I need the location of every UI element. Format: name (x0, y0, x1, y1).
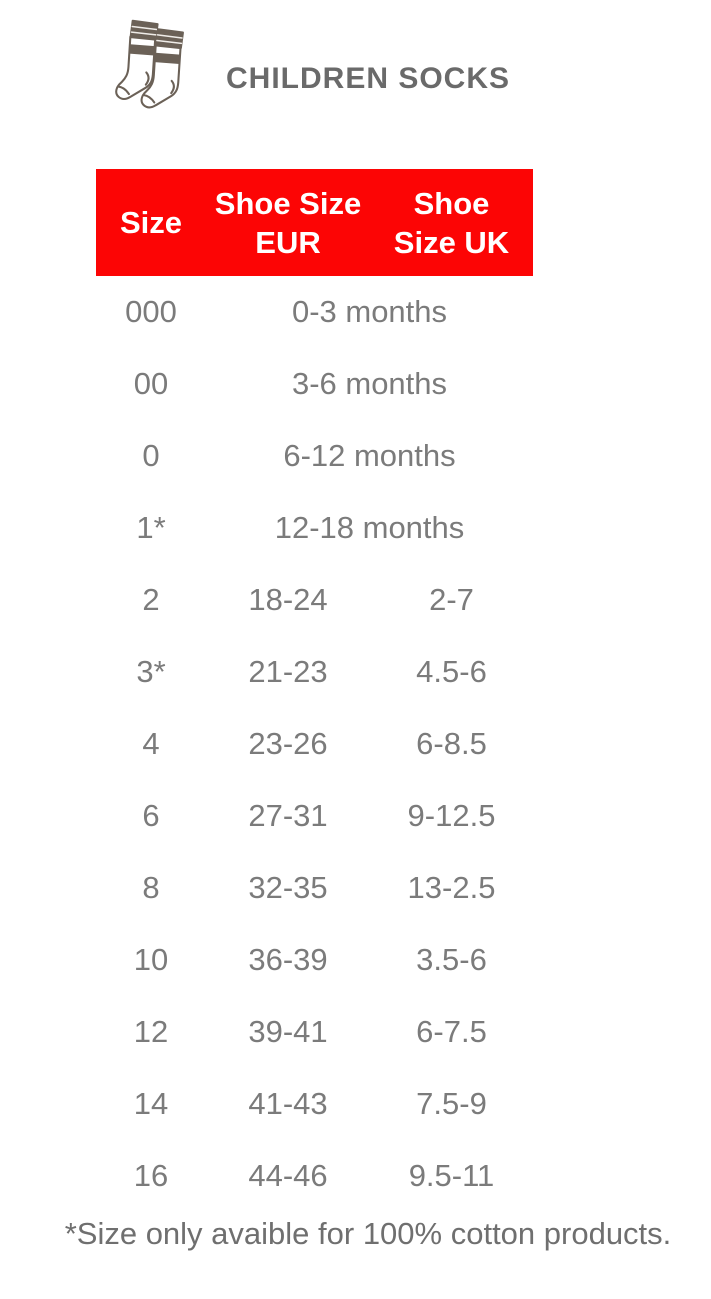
size-cell: 8 (142, 870, 160, 905)
table-row: 1* 12-18 months (96, 492, 533, 564)
size-cell: 6 (142, 798, 160, 833)
months-cell: 12-18 months (274, 510, 465, 545)
column-header-shoe-size-eur: Shoe Size EUR (206, 169, 370, 276)
eur-cell: 32-35 (248, 870, 328, 905)
eur-cell: 23-26 (248, 726, 328, 761)
size-table: Size Shoe Size EUR Shoe Size UK 000 0-3 … (96, 169, 533, 1212)
size-cell: 4 (142, 726, 160, 761)
size-cell: 10 (133, 942, 169, 977)
size-cell: 3* (136, 654, 166, 689)
table-row: 16 44-46 9.5-11 (96, 1140, 533, 1212)
months-cell: 6-12 months (283, 438, 456, 473)
table-row: 00 3-6 months (96, 348, 533, 420)
uk-cell: 9.5-11 (408, 1158, 495, 1193)
column-header-size: Size (96, 169, 206, 276)
months-cell: 0-3 months (291, 294, 448, 329)
eur-cell: 44-46 (248, 1158, 328, 1193)
size-cell: 2 (142, 582, 160, 617)
uk-cell: 6-8.5 (416, 726, 487, 761)
eur-cell: 39-41 (248, 1014, 328, 1049)
eur-cell: 18-24 (248, 582, 328, 617)
uk-cell: 9-12.5 (407, 798, 496, 833)
size-cell: 1* (136, 510, 166, 545)
size-cell: 14 (133, 1086, 169, 1121)
table-row: 3* 21-23 4.5-6 (96, 636, 533, 708)
table-row: 14 41-43 7.5-9 (96, 1068, 533, 1140)
uk-cell: 13-2.5 (407, 870, 496, 905)
uk-cell: 2-7 (429, 582, 474, 617)
table-row: 8 32-35 13-2.5 (96, 852, 533, 924)
page-title: CHILDREN SOCKS (225, 62, 511, 95)
size-cell: 00 (133, 366, 169, 401)
size-cell: 000 (125, 294, 177, 329)
table-row: 000 0-3 months (96, 276, 533, 348)
socks-icon (115, 19, 184, 109)
table-row: 2 18-24 2-7 (96, 564, 533, 636)
eur-cell: 21-23 (248, 654, 328, 689)
size-cell: 12 (133, 1014, 169, 1049)
footnote: *Size only avaible for 100% cotton produ… (64, 1216, 672, 1251)
months-cell: 3-6 months (291, 366, 448, 401)
uk-cell: 3.5-6 (416, 942, 487, 977)
eur-cell: 36-39 (248, 942, 328, 977)
size-cell: 16 (133, 1158, 169, 1193)
size-cell: 0 (142, 438, 160, 473)
table-row: 0 6-12 months (96, 420, 533, 492)
eur-cell: 41-43 (248, 1086, 328, 1121)
table-row: 12 39-41 6-7.5 (96, 996, 533, 1068)
table-row: 4 23-26 6-8.5 (96, 708, 533, 780)
table-row: 10 36-39 3.5-6 (96, 924, 533, 996)
column-header-shoe-size-uk: Shoe Size UK (370, 169, 533, 276)
uk-cell: 4.5-6 (416, 654, 487, 689)
table-header-row: Size Shoe Size EUR Shoe Size UK (96, 169, 533, 276)
uk-cell: 6-7.5 (416, 1014, 487, 1049)
uk-cell: 7.5-9 (416, 1086, 487, 1121)
eur-cell: 27-31 (248, 798, 328, 833)
table-row: 6 27-31 9-12.5 (96, 780, 533, 852)
